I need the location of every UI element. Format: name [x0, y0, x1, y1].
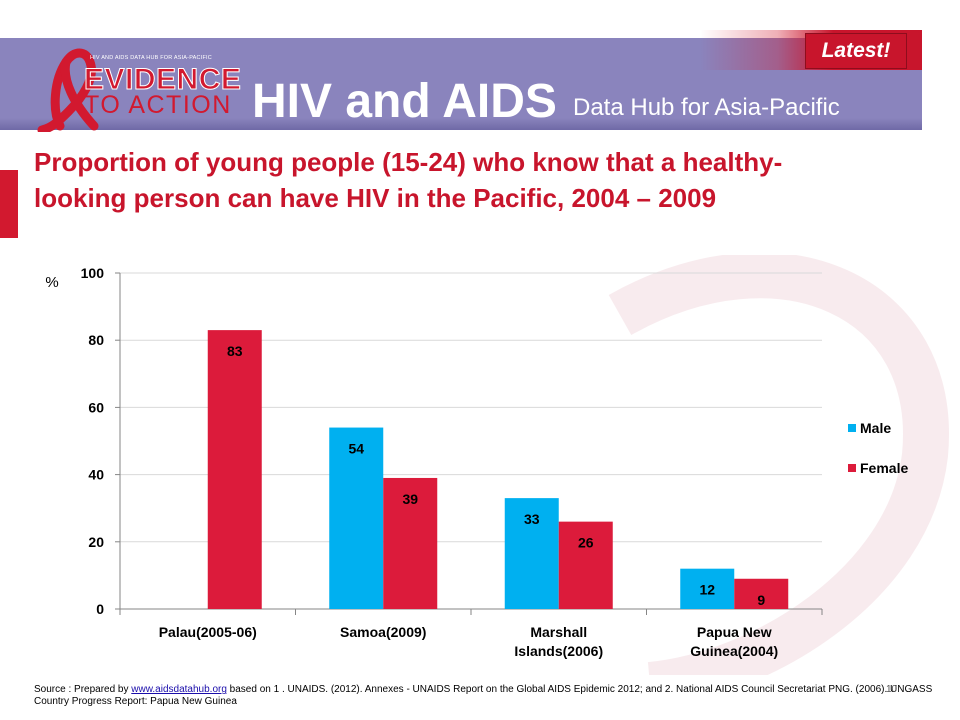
- bar-chart: 83 54 39 33 26 12 9 0 20 40 60 80 100 Palau(2005-06)…: [45, 255, 949, 675]
- y-tick-label: 100: [81, 265, 105, 281]
- slide-title: Proportion of young people (15-24) who k…: [34, 147, 783, 213]
- chart-legend: Male Female: [848, 420, 908, 476]
- data-label: 12: [699, 582, 715, 598]
- brand-name-line1: EVIDENCE: [83, 63, 242, 97]
- legend-label-male: Male: [860, 420, 891, 436]
- y-tick-label: 0: [96, 601, 104, 617]
- legend-swatch-female: [848, 464, 856, 472]
- data-label: 54: [348, 441, 364, 457]
- chart-tick-labels: 0 20 40 60 80 100 Palau(2005-06) Samoa(2009) Mar…: [81, 265, 779, 659]
- source-rest: based on 1 . UNAIDS. (2012). Annexes - U…: [34, 684, 933, 707]
- side-accent-bar: [0, 170, 18, 238]
- bar-male: [504, 498, 559, 609]
- brand-name-line2: TO ACTION: [84, 91, 232, 119]
- header-banner-shade: [0, 118, 922, 130]
- x-tick-label-line: Guinea(2004): [690, 643, 778, 659]
- y-tick-label: 60: [88, 399, 104, 415]
- background-ribbon-decoration: [608, 255, 949, 675]
- source-prefix: Source : Prepared by: [34, 684, 132, 695]
- data-label: 39: [402, 491, 418, 507]
- chart-bars: [207, 330, 789, 609]
- x-tick-label: Marshall Islands(2006): [514, 624, 603, 659]
- data-label: 33: [524, 511, 540, 527]
- x-tick-label-line: Papua New: [697, 624, 772, 640]
- legend-swatch-male: [848, 424, 856, 432]
- bar-female: [734, 578, 789, 609]
- x-tick-label-line: Samoa(2009): [340, 624, 426, 640]
- source-note: Source : Prepared by www.aidsdatahub.org…: [34, 684, 934, 708]
- bar-male: [680, 568, 735, 609]
- legend-label-female: Female: [860, 460, 908, 476]
- x-tick-label-line: Marshall: [530, 624, 587, 640]
- bar-male: [329, 427, 384, 609]
- data-label: 83: [227, 343, 243, 359]
- site-title: HIV and AIDS: [252, 75, 557, 128]
- x-tick-label: Papua New Guinea(2004): [690, 624, 778, 659]
- source-link[interactable]: www.aidsdatahub.org: [131, 684, 227, 695]
- y-tick-label: 20: [88, 534, 104, 550]
- data-label: 26: [578, 535, 594, 551]
- y-tick-label: 40: [88, 467, 104, 483]
- ribbon-logo-icon: [37, 48, 99, 132]
- y-axis-label: %: [45, 274, 58, 291]
- bar-female: [207, 330, 262, 609]
- x-tick-label: Samoa(2009): [340, 624, 426, 640]
- x-tick-label-line: Palau(2005-06): [159, 624, 257, 640]
- data-label: 9: [757, 592, 765, 608]
- y-tick-label: 80: [88, 332, 104, 348]
- chart-data-labels: 83 54 39 33 26 12 9: [227, 343, 765, 608]
- page-number: 10: [886, 684, 898, 695]
- bar-female: [558, 521, 613, 609]
- x-tick-label-line: Islands(2006): [514, 643, 603, 659]
- site-subtitle: Data Hub for Asia-Pacific: [573, 94, 840, 121]
- brand-tagline: HIV AND AIDS DATA HUB FOR ASIA-PACIFIC: [90, 55, 212, 61]
- x-tick-label: Palau(2005-06): [159, 624, 257, 640]
- latest-badge[interactable]: Latest!: [806, 34, 906, 68]
- bar-female: [383, 477, 438, 609]
